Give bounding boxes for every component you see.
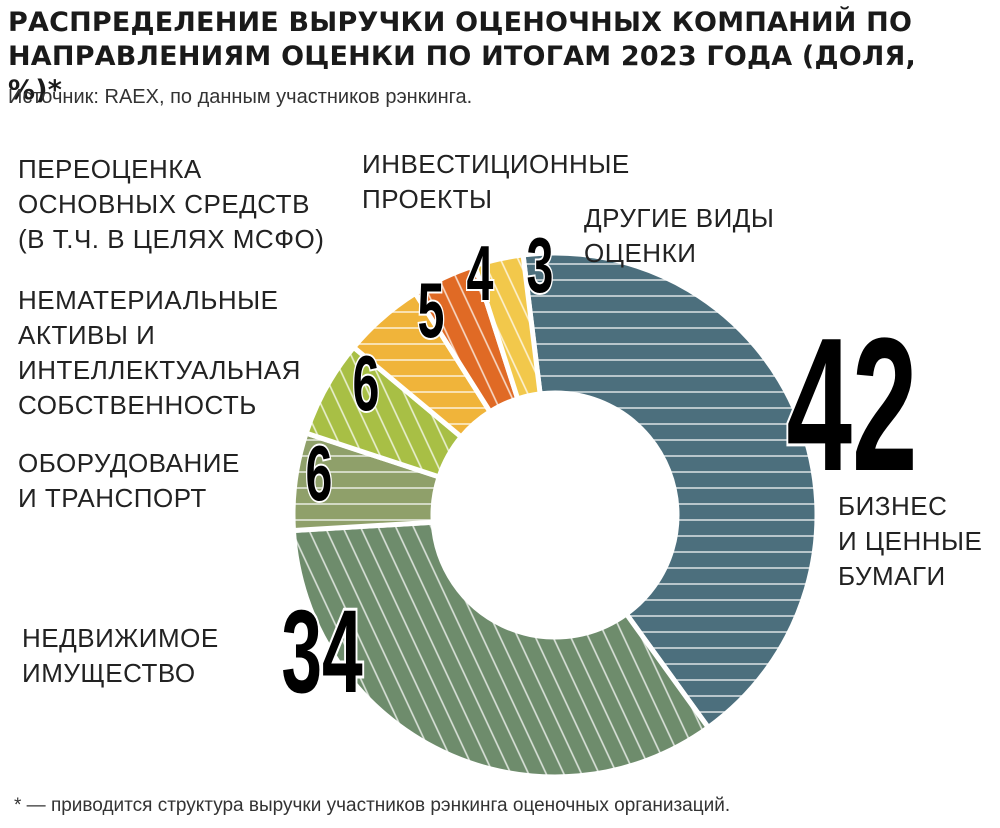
- label-oborud: ОБОРУДОВАНИЕ И ТРАНСПОРТ: [18, 446, 240, 516]
- label-line: БИЗНЕС: [838, 491, 948, 521]
- slice-value-label: 34: [281, 585, 363, 717]
- label-line: НЕДВИЖИМОЕ: [22, 623, 219, 653]
- donut-slice: [290, 519, 711, 780]
- slice-value-label: 3: [527, 221, 554, 309]
- label-line: И ЦЕННЫЕ: [838, 526, 983, 556]
- label-line: ИМУЩЕСТВО: [22, 658, 196, 688]
- chart-title: РАСПРЕДЕЛЕНИЕ ВЫРУЧКИ ОЦЕНОЧНЫХ КОМПАНИЙ…: [8, 7, 916, 106]
- label-line: (В Т.Ч. В ЦЕЛЯХ МСФО): [18, 224, 325, 254]
- label-line: ПЕРЕОЦЕНКА: [18, 154, 202, 184]
- label-line: АКТИВЫ И: [18, 320, 156, 350]
- slice-value-label: 42: [786, 299, 917, 511]
- label-drugie: ДРУГИЕ ВИДЫ ОЦЕНКИ: [584, 201, 774, 271]
- slice-value-label: 4: [467, 229, 494, 317]
- label-invest: ИНВЕСТИЦИОННЫЕ ПРОЕКТЫ: [362, 147, 630, 217]
- label-nemat: НЕМАТЕРИАЛЬНЫЕ АКТИВЫ И ИНТЕЛЛЕКТУАЛЬНАЯ…: [18, 283, 301, 423]
- chart-source: Источник: RAEX, по данным участников рэн…: [8, 86, 473, 108]
- label-line: СОБСТВЕННОСТЬ: [18, 390, 257, 420]
- label-line: ОСНОВНЫХ СРЕДСТВ: [18, 189, 310, 219]
- donut-slice: [520, 250, 820, 730]
- label-line: ИНТЕЛЛЕКТУАЛЬНАЯ: [18, 355, 301, 385]
- label-biznes: БИЗНЕС И ЦЕННЫЕ БУМАГИ: [838, 489, 982, 594]
- label-line: И ТРАНСПОРТ: [18, 483, 207, 513]
- donut-slice: [472, 252, 543, 402]
- label-line: ПРОЕКТЫ: [362, 184, 493, 214]
- slice-value-label: 6: [306, 429, 333, 517]
- label-line: ДРУГИЕ ВИДЫ: [584, 203, 775, 233]
- slice-value-label: 5: [418, 266, 445, 354]
- label-pereocenka: ПЕРЕОЦЕНКА ОСНОВНЫХ СРЕДСТВ (В Т.Ч. В ЦЕ…: [18, 152, 324, 257]
- label-line: ОЦЕНКИ: [584, 238, 697, 268]
- label-line: ОБОРУДОВАНИЕ: [18, 448, 240, 478]
- label-line: ИНВЕСТИЦИОННЫЕ: [362, 149, 630, 179]
- label-line: БУМАГИ: [838, 561, 946, 591]
- label-line: НЕМАТЕРИАЛЬНЫЕ: [18, 285, 279, 315]
- footnote: * — приводится структура выручки участни…: [14, 795, 731, 816]
- label-nedv: НЕДВИЖИМОЕ ИМУЩЕСТВО: [22, 621, 219, 691]
- slice-value-label: 6: [353, 339, 380, 427]
